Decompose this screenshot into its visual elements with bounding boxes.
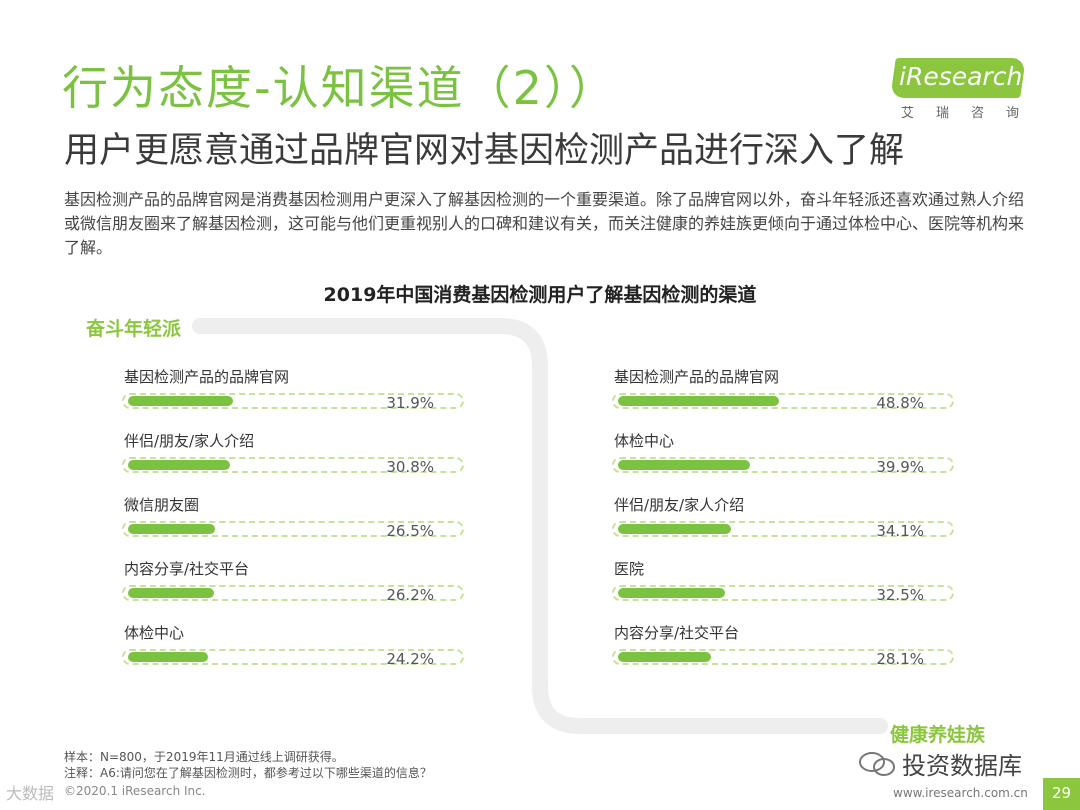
value-label: 26.2% <box>386 586 434 604</box>
category-label: 体检中心 <box>614 432 675 450</box>
value-label: 31.9% <box>386 394 434 412</box>
bar-track <box>612 585 954 601</box>
watermark-text: 投资数据库 <box>902 752 1022 780</box>
value-label: 26.5% <box>386 522 434 540</box>
bar-track <box>122 393 464 409</box>
iresearch-logo: iResearch 艾瑞咨询 <box>890 58 1033 130</box>
website-url: www.iresearch.com.cn <box>893 786 1028 800</box>
logo-cn-text: 艾瑞咨询 <box>901 106 1042 121</box>
bar <box>618 460 750 470</box>
category-label: 体检中心 <box>124 624 185 642</box>
logo-text: iResearch <box>899 62 1023 91</box>
value-label: 34.1% <box>876 522 924 540</box>
category-label: 医院 <box>614 560 645 578</box>
value-label: 32.5% <box>876 586 924 604</box>
watermark-left-text: 大数据 <box>6 784 55 803</box>
description-paragraph: 基因检测产品的品牌官网是消费基因检测用户更深入了解基因检测的一个重要渠道。除了品… <box>64 190 1025 257</box>
bar-track <box>612 649 954 665</box>
bar-track <box>612 521 954 537</box>
bar <box>128 588 215 598</box>
bar <box>128 652 208 662</box>
value-label: 30.8% <box>386 458 434 476</box>
value-label: 28.1% <box>876 650 924 668</box>
footnote-note: 注释：A6:请问您在了解基因检测时，都参考过以下哪些渠道的信息？ <box>64 766 432 780</box>
page-subtitle: 用户更愿意通过品牌官网对基因检测产品进行深入了解 <box>64 131 905 171</box>
category-label: 伴侣/朋友/家人介绍 <box>124 432 255 450</box>
bar-track <box>122 585 464 601</box>
page-number-box <box>1043 778 1080 810</box>
wechat-icon <box>859 752 895 776</box>
bar <box>618 652 711 662</box>
bar-track <box>122 649 464 665</box>
footnote-sample: 样本：N=800，于2019年11月通过线上调研获得。 <box>64 750 344 764</box>
category-label: 伴侣/朋友/家人介绍 <box>614 496 745 514</box>
category-label: 内容分享/社交平台 <box>124 560 250 578</box>
bar <box>618 588 726 598</box>
category-label: 基因检测产品的品牌官网 <box>614 368 780 386</box>
bar <box>618 524 731 534</box>
category-label: 微信朋友圈 <box>124 496 200 514</box>
group-label-left: 奋斗年轻派 <box>86 318 182 340</box>
bar-track <box>122 521 464 537</box>
page-title: 行为态度-认知渠道（2）） <box>62 61 617 115</box>
bar-track <box>612 457 954 473</box>
category-label: 内容分享/社交平台 <box>614 624 740 642</box>
value-label: 39.9% <box>876 458 924 476</box>
bar-track <box>122 457 464 473</box>
bar <box>128 396 234 406</box>
group-label-right: 健康养娃族 <box>890 724 986 746</box>
bar-track <box>612 393 954 409</box>
value-label: 48.8% <box>876 394 924 412</box>
copyright: ©2020.1 iResearch Inc. <box>64 784 206 798</box>
value-label: 24.2% <box>386 650 434 668</box>
chart-title: 2019年中国消费基因检测用户了解基因检测的渠道 <box>323 284 757 306</box>
bar <box>128 524 216 534</box>
bar <box>618 396 780 406</box>
bar <box>128 460 230 470</box>
category-label: 基因检测产品的品牌官网 <box>124 368 290 386</box>
page-number: 29 <box>1051 784 1072 802</box>
